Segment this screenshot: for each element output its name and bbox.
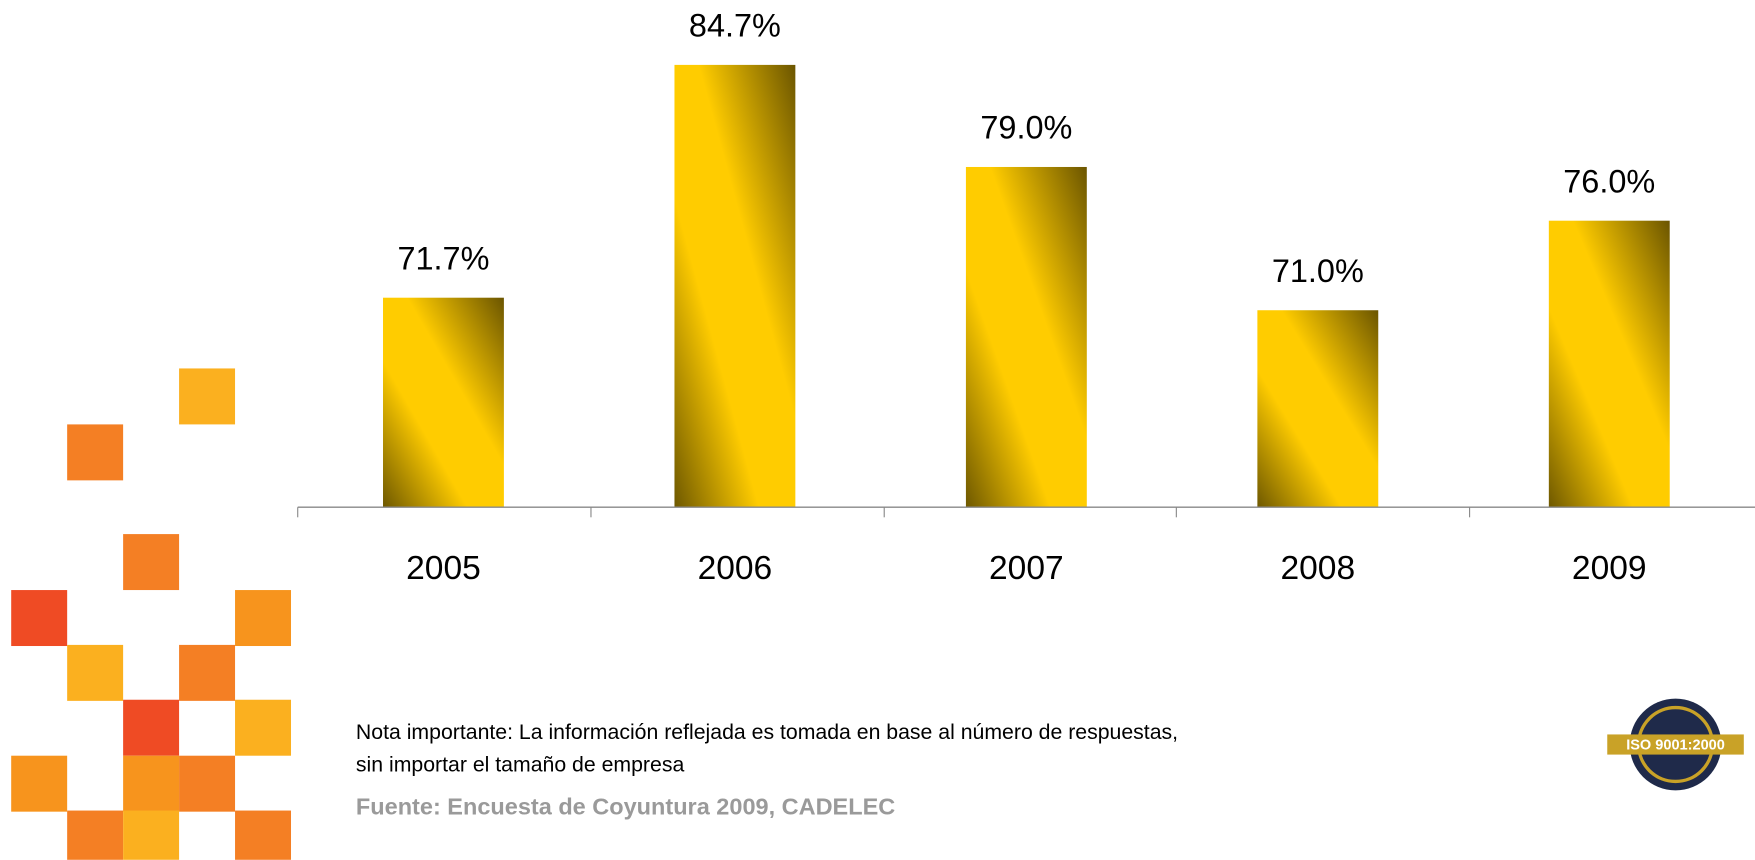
- bar: [383, 297, 504, 508]
- x-tick-label: 2005: [406, 550, 481, 587]
- bar: [965, 166, 1087, 508]
- bar: [674, 64, 796, 508]
- logo-text: ISO 9001:2000: [1626, 737, 1725, 753]
- note-line: sin importar el tamaño de empresa: [356, 752, 685, 776]
- bar: [1257, 310, 1379, 508]
- x-tick-label: 2007: [989, 550, 1064, 587]
- source: Fuente: Encuesta de Coyuntura 2009, CADE…: [356, 794, 895, 820]
- bar: [1548, 220, 1670, 508]
- x-tick-label: 2006: [698, 550, 773, 587]
- iso-logo: ISO 9001:2000: [1607, 698, 1744, 791]
- value-label: 76.0%: [1563, 163, 1655, 199]
- value-label: 71.0%: [1272, 253, 1364, 289]
- note-line: Nota importante: La información reflejad…: [356, 720, 1178, 744]
- value-label: 84.7%: [689, 8, 781, 44]
- decor-squares: [11, 368, 292, 860]
- value-label: 79.0%: [980, 110, 1072, 146]
- x-axis: [297, 506, 1755, 518]
- x-tick-label: 2009: [1572, 550, 1647, 587]
- value-label: 71.7%: [397, 240, 489, 276]
- x-tick-label: 2008: [1280, 550, 1355, 587]
